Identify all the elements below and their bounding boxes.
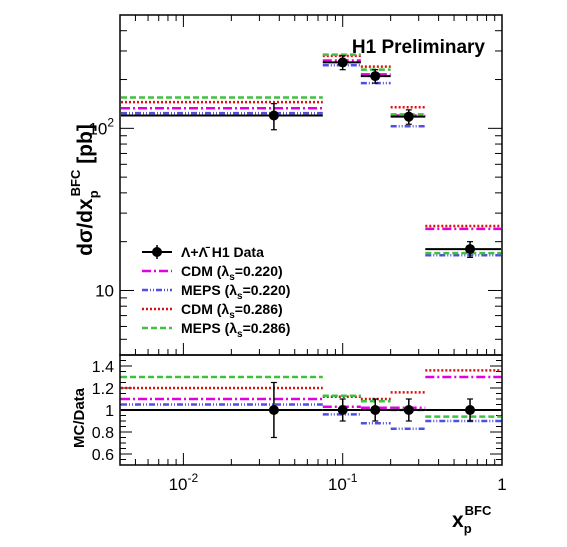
x-tick-label-base: 10 — [169, 475, 188, 494]
legend-data-label: Λ+Λ̄ H1 Data — [181, 244, 264, 260]
legend-series-2-label: CDM (λs=0.286) — [181, 301, 283, 321]
lower-y-tick-label: 1 — [105, 403, 114, 420]
upper-y-tick-label: 10 — [95, 281, 114, 300]
x-tick-label: 10-2 — [169, 471, 199, 494]
upper-y-tick-label-base: 10 — [95, 281, 114, 300]
upper-y-tick-label: 102 — [88, 115, 114, 138]
ratio-point-2 — [370, 405, 381, 415]
ratio-point-3 — [403, 405, 414, 415]
x-label-main: x — [452, 509, 464, 532]
legend-series-label-sub: s — [229, 272, 235, 283]
upper-y-label-sup: BFC — [68, 169, 83, 196]
legend-series-label-main: MEPS (λ — [181, 282, 237, 298]
upper-y-axis-label: dσ/dxpBFC [pb] — [68, 124, 101, 256]
x-label-sup: BFC — [465, 503, 492, 518]
annotation-h1-preliminary: H1 Preliminary — [352, 37, 485, 58]
x-tick-label-base: 10 — [328, 475, 347, 494]
legend-series-label-end: =0.286) — [235, 301, 283, 317]
upper-y-tick-label-base: 10 — [88, 119, 107, 138]
x-tick-label: 10-1 — [328, 471, 358, 494]
x-tick-label-exponent: -1 — [347, 471, 358, 485]
legend-series-label-sub: s — [237, 329, 243, 340]
lower-y-tick-label: 1.4 — [92, 359, 114, 376]
x-tick-label-base: 1 — [497, 475, 506, 494]
ratio-point-4 — [465, 405, 476, 415]
data-point-2 — [370, 71, 381, 82]
lower-y-tick-label: 0.8 — [92, 425, 114, 442]
legend-series-label-sub: s — [237, 291, 243, 302]
ratio-point-0 — [268, 405, 279, 415]
data-point-1 — [337, 57, 348, 68]
legend-series-label-end: =0.220) — [243, 282, 291, 298]
legend-series-label-end: =0.220) — [235, 263, 283, 279]
x-tick-label-exponent: -2 — [188, 471, 199, 485]
legend-series-label-end: =0.286) — [243, 320, 291, 336]
upper-y-tick-label-exponent: 2 — [107, 115, 114, 129]
legend-series-1-label: MEPS (λs=0.220) — [181, 282, 290, 302]
upper-y-label-unit: [pb] — [74, 124, 97, 169]
data-point-0 — [268, 110, 279, 121]
legend-series-3-label: MEPS (λs=0.286) — [181, 320, 290, 340]
x-axis-label: xp BFC — [452, 503, 492, 536]
upper-y-label-main: dσ/dx — [74, 198, 97, 256]
data-point-3 — [403, 111, 414, 122]
upper-y-label-sub: p — [86, 190, 101, 198]
legend-data-marker — [152, 247, 162, 257]
lower-y-tick-label: 1.2 — [92, 381, 114, 398]
legend-series-label-main: MEPS (λ — [181, 320, 237, 336]
lower-y-axis-label: MC/Data — [71, 387, 88, 448]
legend-series-label-main: CDM (λ — [181, 263, 229, 279]
legend-series-label-sub: s — [229, 310, 235, 321]
legend-series-label-main: CDM (λ — [181, 301, 229, 317]
upper-plot-frame — [119, 14, 503, 356]
ratio-point-1 — [337, 405, 348, 415]
x-label-sub: p — [464, 521, 472, 536]
x-tick-label: 1 — [497, 475, 506, 494]
data-point-4 — [465, 244, 476, 255]
lower-y-tick-label: 0.6 — [92, 447, 114, 464]
legend-series-0-label: CDM (λs=0.220) — [181, 263, 283, 283]
